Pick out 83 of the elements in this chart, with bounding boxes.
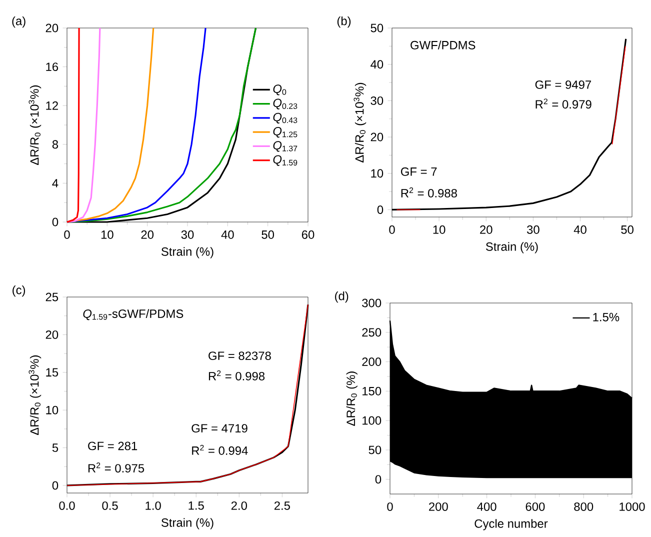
y-tick-label: 20 [370,132,384,142]
y-tick-label: 10 [46,406,58,414]
x-tick-label: 600 [526,502,545,511]
annotation: R$^{2}$ = 0.979 [536,98,592,109]
x-tick-label: 0.5 [102,501,118,510]
x-tick-label: 30 [526,225,540,234]
y-tick-label: 0 [52,218,58,226]
y-tick-label: 100 [362,416,382,425]
chart-title: (c) [12,285,26,297]
x-tick-label: 20 [141,230,154,239]
annotation: GF = 281 [88,442,138,450]
y-tick-label: 200 [362,358,382,366]
x-tick-label: 50 [262,230,274,239]
legend-label: Q$_{1.59}$ [273,155,298,166]
y-tick-label: 250 [362,328,382,337]
x-tick-label: 10 [433,225,446,234]
x-axis-title: Strain (%) [161,247,214,258]
y-tick-label: 300 [362,298,382,308]
x-tick-label: 2.0 [231,501,247,510]
annotation: R$^{2}$ = 0.998 [208,370,265,380]
y-tick-label: 12 [46,101,58,110]
annotation: R$^{2}$ = 0.975 [88,462,144,473]
x-tick-label: 0 [387,502,393,511]
x-tick-label: 20 [480,225,492,234]
y-tick-label: 4 [52,179,58,188]
y-tick-label: 0 [52,481,58,490]
x-axis-title: Strain (%) [486,242,538,254]
chart-title: (d) [335,291,348,303]
y-tick-label: 150 [362,386,382,396]
y-axis-title: ΔR/R$_{0}$ (×10$^{3}$%) [28,85,42,165]
x-axis-title: Strain (%) [161,518,214,530]
x-tick-label: 200 [429,502,448,511]
y-tick-label: 5 [52,444,58,452]
x-tick-label: 1.5 [188,501,204,510]
y-tick-label: 10 [371,169,384,178]
x-tick-label: 1000 [620,502,645,511]
x-tick-label: 30 [181,230,194,239]
legend-label: Q$_{1.25}$ [273,126,298,138]
y-tick-label: 20 [46,24,58,32]
y-tick-label: 15 [46,368,58,377]
annotation: GF = 4719 [192,424,248,433]
y-tick-label: 0 [377,206,384,214]
annotation: GF = 7 [400,167,437,176]
annotation: GF = 82378 [208,352,271,360]
y-axis-title: ΔR/R$_{0}$ (×10$^{3}$%) [28,355,42,435]
legend-label: Q$_{0.23}$ [273,98,298,110]
x-tick-label: 40 [574,225,586,234]
x-tick-label: 800 [574,502,594,511]
y-tick-label: 20 [46,330,58,339]
legend-label: Q$_{0.43}$ [273,112,298,124]
y-tick-label: 16 [46,62,58,72]
y-tick-label: 30 [370,96,384,105]
x-tick-label: 50 [621,225,634,234]
line-series [66,27,101,223]
y-tick-label: 50 [370,24,384,32]
x-tick-label: 1.0 [146,501,161,510]
y-tick-label: 25 [46,292,58,302]
legend-label: Q$_{0}$ [273,84,286,96]
legend-label: Q$_{1.37}$ [273,141,298,152]
annotation: GF = 9497 [535,80,592,89]
x-tick-label: 40 [221,230,234,239]
annotation: Q$_{1.59}$-sGWF/PDMS [83,309,184,320]
x-tick-label: 0.0 [59,501,75,510]
annotation: R$^{2}$ = 0.988 [401,187,457,198]
annotation: GWF/PDMS [410,40,476,50]
legend-label: 1.5% [593,312,620,322]
y-tick-label: 8 [52,140,58,149]
y-axis-title: ΔR/R$_{0}$ (×10$^{3}$%) [354,82,366,162]
y-tick-label: 0 [375,475,382,484]
x-tick-label: 0 [64,230,70,239]
x-tick-label: 0 [389,225,395,234]
x-tick-label: 2.5 [274,501,290,510]
y-tick-label: 40 [370,60,384,69]
line-series [66,27,80,223]
x-tick-label: 60 [302,230,314,239]
x-tick-label: 10 [101,230,114,239]
x-axis-title: Cycle number [474,519,548,530]
annotation: R$^{2}$ = 0.994 [192,444,248,455]
y-axis-title: ΔR/R$_{0}$ (%) [346,372,358,426]
x-tick-label: 400 [477,502,496,511]
chart-title: (b) [337,16,351,28]
y-tick-label: 50 [368,446,382,454]
chart-title: (a) [12,16,26,28]
